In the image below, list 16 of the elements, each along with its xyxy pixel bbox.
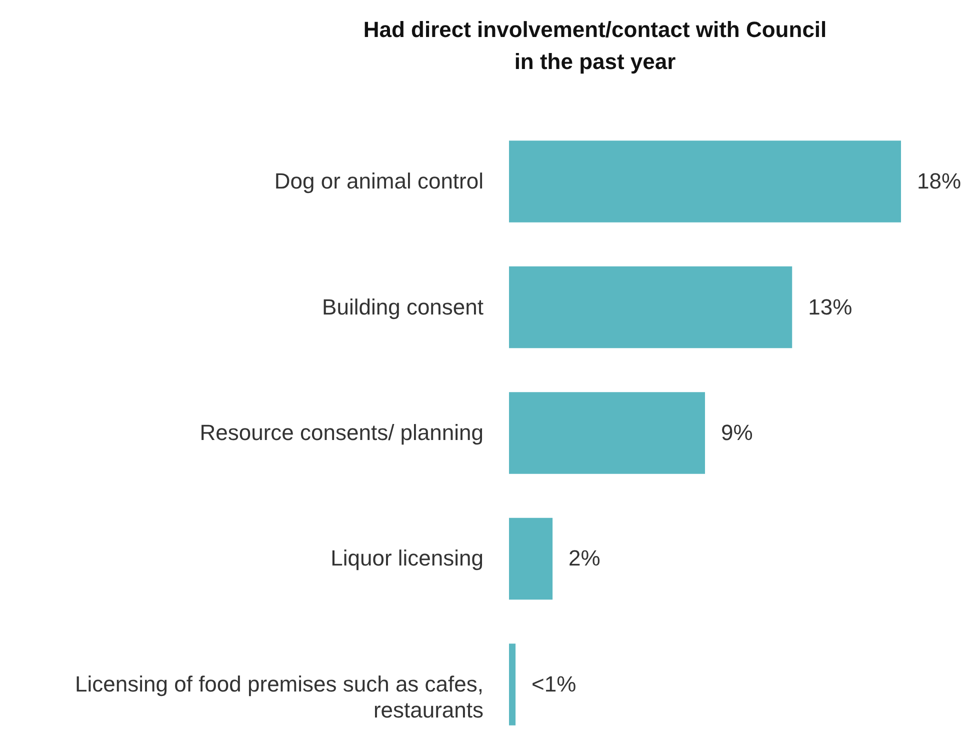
data-label: <1% — [532, 671, 576, 696]
y-tick-label: Licensing of food premises such as cafes, restaurants — [75, 671, 484, 722]
data-label: 18% — [917, 168, 962, 194]
y-tick-label: Dog or animal control — [274, 168, 484, 194]
bar — [509, 140, 901, 222]
bar — [509, 392, 705, 474]
chart-title: Had direct involvement/contact with Council in the past year — [363, 17, 827, 74]
data-label: 13% — [808, 294, 852, 320]
bar — [509, 644, 516, 726]
bar — [509, 266, 792, 348]
y-tick-label: Liquor licensing — [330, 546, 484, 571]
data-label: 2% — [568, 546, 600, 571]
data-label: 9% — [721, 420, 753, 445]
bar — [509, 518, 553, 600]
y-tick-label: Building consent — [322, 294, 484, 320]
y-tick-label: Resource consents/ planning — [200, 420, 484, 445]
